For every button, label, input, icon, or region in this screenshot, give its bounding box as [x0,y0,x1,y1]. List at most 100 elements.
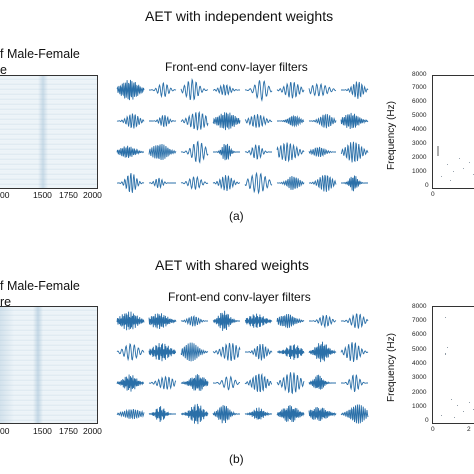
filter-waveform [308,341,337,363]
filter-waveform [213,375,240,391]
panel-b-spec-xtick: 0 [431,426,435,433]
panel-b-title: AET with shared weights [155,257,309,273]
filter-waveform [308,406,337,422]
filter-waveform [244,144,272,160]
filter-waveform [212,342,241,361]
filter-waveform [180,403,209,425]
filter-waveform [180,342,209,362]
filter-waveform [276,142,305,163]
panel-b-filter-grid [116,310,369,425]
panel-a-heat-xtick: 2000 [83,190,102,200]
filter-waveform [277,114,305,128]
panel-a-spec-ytick: 5000 [412,112,427,119]
filter-waveform [148,343,176,362]
filter-waveform [276,372,305,395]
panel-b-left-text-2: re [0,295,12,309]
filter-waveform [213,143,240,161]
filter-waveform [116,145,144,159]
filter-waveform [244,114,273,128]
panel-a-spec-ytick: 2000 [412,154,427,161]
panel-b-spec-ytick: 7000 [412,317,427,324]
filter-waveform [212,310,240,331]
filter-waveform [340,342,369,362]
panel-b-spec-ytick: 8000 [412,303,427,310]
filter-waveform [148,406,176,423]
filter-waveform [116,408,145,420]
panel-a-heat-xtick: 1750 [59,190,78,200]
panel-a-heat-xtick: 00 [0,190,10,200]
filter-waveform [276,344,305,360]
panel-a-left-text-2: e [0,63,7,77]
filter-waveform [180,374,209,391]
filter-waveform [149,81,177,99]
filter-waveform [212,405,240,424]
filter-waveform [245,343,273,361]
filter-waveform [212,175,240,191]
filter-waveform [308,82,337,97]
filter-waveform [340,313,369,329]
panel-b-heatmap [0,306,98,424]
panel-a-spec-ytick: 1000 [412,168,427,175]
panel-b-spec-ytick: 1000 [412,403,427,410]
filter-waveform [341,81,369,99]
filter-waveform [116,311,145,331]
filter-waveform [244,171,273,195]
filter-waveform [180,140,209,164]
panel-b-spec-ytick: 6000 [412,331,427,338]
panel-b-heat-xtick: 2000 [83,426,102,436]
panel-b-caption: (b) [229,452,244,466]
panel-b-spec-ytick: 0 [425,417,429,424]
panel-a-spec-ytick: 0 [425,182,429,189]
filter-waveform [212,83,240,96]
panel-a-spec-ytick: 6000 [412,98,427,105]
filter-waveform [116,79,145,101]
panel-b-heat-xtick: 1750 [59,426,78,436]
filter-waveform [244,80,273,102]
filter-waveform [309,314,337,329]
panel-b-heat-xtick: 00 [0,426,10,436]
filter-waveform [148,313,177,330]
filter-waveform [308,146,336,157]
panel-a-heatmap [0,75,98,189]
filter-waveform [340,404,369,424]
filter-waveform [308,174,337,192]
panel-b-filters-title: Front-end conv-layer filters [168,290,311,304]
filter-waveform [276,175,305,190]
panel-a-spec-ytick: 4000 [412,126,427,133]
panel-a-spec-ytick: 3000 [412,140,427,147]
filter-waveform [180,315,209,327]
filter-waveform [276,82,305,99]
filter-waveform [341,175,368,192]
filter-waveform [148,143,177,160]
panel-b-spec-ylabel: Frequency (Hz) [385,333,397,402]
filter-waveform [116,374,145,392]
filter-waveform [276,313,305,329]
panel-a-filter-grid [116,78,369,195]
panel-b-spectrogram [432,306,474,424]
filter-waveform [148,375,177,390]
filter-waveform [149,115,177,128]
filter-waveform [308,113,337,129]
filter-waveform [308,374,336,390]
panel-b-heat-xtick: 1500 [33,426,52,436]
panel-b-spec-ytick: 3000 [412,374,427,381]
filter-waveform [276,405,305,423]
panel-a-spec-ytick: 8000 [412,71,427,78]
filter-waveform [180,175,209,190]
filter-waveform [244,372,272,393]
filter-waveform [148,177,176,190]
panel-a-spec-ylabel: Frequency (Hz) [385,101,397,170]
filter-waveform [341,374,368,392]
panel-b-left-text-1: f Male-Female [0,279,80,293]
panel-b-spec-xtick: 2 [467,426,471,433]
panel-a-heat-xtick: 1500 [33,190,52,200]
panel-a-filters-title: Front-end conv-layer filters [165,60,308,74]
filter-waveform [180,110,209,131]
panel-b-spec-ytick: 5000 [412,346,427,353]
filter-waveform [212,112,241,131]
panel-b-spec-ytick: 4000 [412,360,427,367]
filter-waveform [244,313,273,328]
filter-waveform [340,141,369,163]
panel-a-spec-ytick: 7000 [412,84,427,91]
panel-a-caption: (a) [229,209,244,223]
